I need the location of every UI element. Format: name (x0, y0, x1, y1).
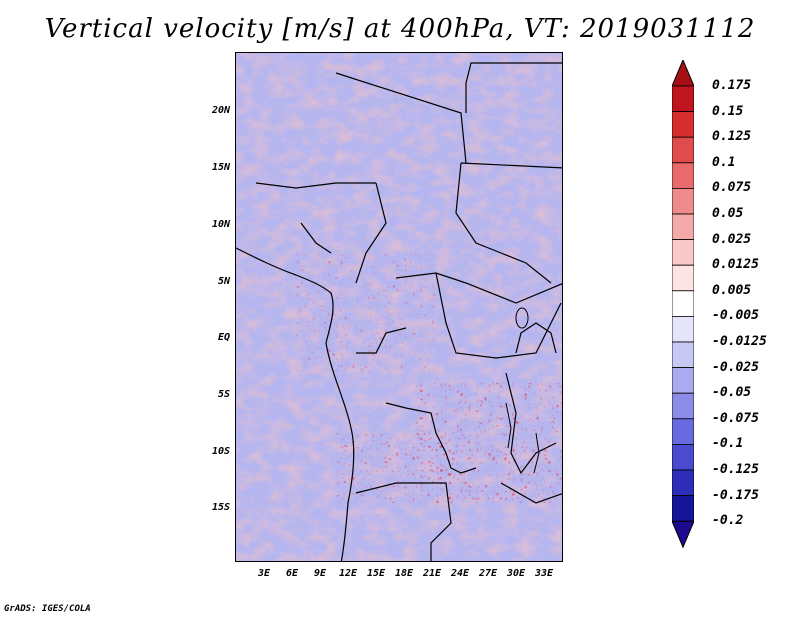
lon-label-33e: 33E (534, 568, 554, 579)
lat-label-5n: 5N (217, 276, 230, 287)
colorbar-tick-label: 0.0125 (712, 257, 759, 273)
lon-label-9e: 9E (313, 568, 327, 579)
colorbar-max-arrow-icon (672, 60, 694, 87)
colorbar-tick-label: -0.2 (712, 513, 744, 529)
lakes (505, 307, 540, 474)
colorbar (672, 60, 694, 549)
colorbar-segment (672, 418, 694, 445)
lat-label-15n: 15N (211, 162, 230, 173)
colorbar-segment (672, 469, 694, 497)
colorbar-segment (672, 136, 694, 164)
colorbar-min-arrow-icon (672, 520, 694, 549)
colorbar-segment (672, 239, 694, 266)
lat-label-15s: 15S (211, 502, 230, 513)
colorbar-segment (672, 264, 694, 292)
colorbar-tick-label: -0.1 (712, 436, 744, 452)
colorbar-tick-label: 0.125 (712, 129, 752, 145)
colorbar-segment (672, 111, 694, 138)
lat-label-10s: 10S (211, 446, 230, 457)
country-borders (236, 62, 562, 561)
lon-label-3e: 3E (257, 568, 271, 579)
lon-label-30e: 30E (506, 568, 526, 579)
colorbar-tick-label: -0.0125 (712, 334, 767, 349)
lon-label-21e: 21E (422, 568, 442, 579)
map-title: Vertical velocity [m/s] at 400hPa, VT: 2… (44, 14, 756, 44)
map-panel (235, 52, 563, 562)
colorbar-tick-label: -0.125 (712, 462, 759, 477)
lon-label-24e: 24E (450, 568, 470, 579)
grads-credit: GrADS: IGES/COLA (4, 604, 91, 614)
colorbar-segment (672, 213, 694, 241)
colorbar-tick-label: -0.025 (712, 359, 759, 375)
colorbar-segment (672, 315, 694, 343)
lat-label-20n: 20N (211, 105, 230, 116)
colorbar-tick-label: 0.1 (712, 154, 736, 170)
colorbar-segment (672, 187, 694, 215)
colorbar-tick-label: -0.05 (712, 385, 752, 401)
lon-label-15e: 15E (366, 568, 386, 579)
colorbar-segment (672, 495, 694, 522)
colorbar-segment (672, 367, 694, 394)
colorbar-tick-label: 0.025 (712, 231, 752, 247)
lat-label-5s: 5S (217, 389, 230, 400)
lon-label-6e: 6E (285, 568, 299, 579)
colorbar-segment (672, 85, 694, 113)
colorbar-tick-label: -0.005 (712, 308, 759, 324)
lon-label-12e: 12E (338, 568, 358, 579)
colorbar-tick-label: 0.005 (712, 282, 752, 298)
colorbar-segment (672, 162, 694, 189)
colorbar-segment (672, 290, 694, 317)
lon-label-18e: 18E (394, 568, 414, 579)
colorbar-segment (672, 392, 694, 420)
colorbar-segment (672, 443, 694, 471)
lat-label-eq: EQ (217, 332, 230, 343)
colorbar-tick-label: 0.175 (712, 78, 752, 93)
colorbar-tick-label: 0.15 (712, 103, 744, 119)
vertical-velocity-field (236, 53, 562, 561)
colorbar-tick-label: 0.05 (712, 206, 744, 221)
colorbar-tick-label: -0.075 (712, 410, 759, 426)
colorbar-segment (672, 341, 694, 369)
colorbar-tick-label: -0.175 (712, 487, 759, 503)
colorbar-tick-label: 0.075 (712, 180, 752, 196)
lat-label-10n: 10N (211, 219, 230, 230)
lon-label-27e: 27E (478, 568, 498, 579)
